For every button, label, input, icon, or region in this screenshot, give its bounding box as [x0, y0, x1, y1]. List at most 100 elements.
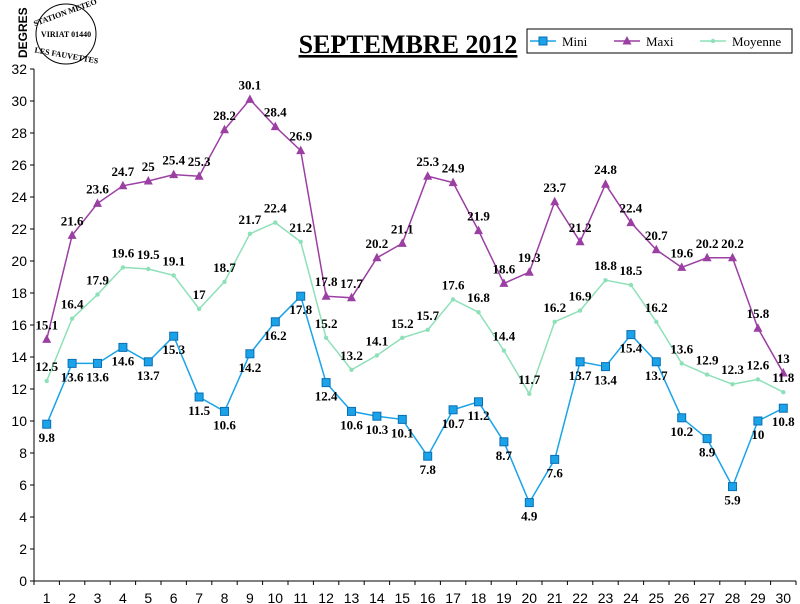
data-point-moyenne [654, 319, 659, 324]
legend: Mini Maxi Moyenne [526, 28, 793, 54]
data-point-moyenne [781, 390, 786, 395]
data-label-moyenne: 11.8 [772, 370, 795, 385]
data-point-maxi [245, 94, 255, 103]
x-tick-label: 14 [369, 590, 385, 604]
legend-marker-mini [538, 36, 548, 46]
data-label-mini: 8.7 [496, 448, 513, 463]
data-point-mini [550, 454, 560, 464]
data-label-moyenne: 12.9 [696, 353, 719, 368]
data-point-maxi [169, 169, 179, 179]
data-label-moyenne: 13.6 [670, 341, 693, 356]
y-tick-label: 2 [19, 541, 27, 557]
data-label-mini: 10.1 [391, 425, 414, 440]
data-label-moyenne: 19.6 [112, 245, 135, 260]
logo-text-middle: VIRIAT 01440 [41, 30, 91, 39]
y-tick-label: 10 [11, 413, 27, 429]
x-tick-label: 6 [170, 590, 178, 604]
data-point-moyenne [349, 367, 354, 372]
data-label-moyenne: 16.9 [569, 289, 592, 304]
chart-title: SEPTEMBRE 2012 [299, 30, 518, 59]
data-label-mini: 13.6 [86, 369, 109, 384]
data-label-mini: 9.8 [39, 430, 56, 445]
y-tick-label: 24 [11, 189, 27, 205]
data-label-mini: 15.3 [162, 342, 185, 357]
legend-marker-maxi [622, 36, 632, 45]
data-label-moyenne: 13.2 [340, 348, 363, 363]
data-label-moyenne: 16.4 [61, 297, 84, 312]
data-point-maxi [423, 171, 433, 180]
data-point-mini [169, 331, 179, 341]
x-tick-label: 7 [195, 590, 203, 604]
data-label-mini: 7.8 [420, 462, 437, 477]
data-point-mini [42, 419, 52, 429]
x-tick-label: 28 [725, 590, 741, 604]
data-label-mini: 10.7 [442, 416, 465, 431]
data-label-mini: 10 [751, 427, 764, 442]
data-point-mini [118, 342, 128, 352]
data-point-maxi [397, 238, 407, 247]
data-label-maxi: 25.3 [188, 154, 211, 169]
data-point-moyenne [501, 348, 507, 353]
data-point-moyenne [323, 335, 329, 340]
data-label-mini: 13.7 [645, 368, 668, 383]
data-label-moyenne: 16.2 [543, 300, 566, 315]
data-point-maxi [347, 292, 356, 302]
data-label-maxi: 24.8 [594, 162, 617, 177]
data-label-mini: 10.8 [772, 414, 795, 429]
data-point-maxi [118, 180, 128, 190]
y-tick-label: 8 [19, 445, 27, 461]
data-point-maxi [499, 278, 509, 287]
data-point-moyenne [95, 292, 100, 297]
data-label-maxi: 13 [777, 351, 791, 366]
x-tick-label: 12 [318, 590, 334, 604]
x-tick-label: 26 [674, 590, 690, 604]
y-tick-label: 28 [11, 125, 27, 141]
x-tick-label: 27 [699, 590, 715, 604]
data-point-maxi [778, 368, 788, 377]
y-tick-label: 16 [11, 317, 27, 333]
data-label-mini: 10.6 [213, 417, 236, 432]
data-label-moyenne: 12.3 [721, 362, 744, 377]
data-point-maxi [42, 334, 52, 343]
data-label-moyenne: 22.4 [264, 201, 287, 216]
data-point-mini [499, 437, 509, 447]
x-tick-label: 18 [471, 590, 487, 604]
logo-text-bottom: LES FAUVETTES [34, 46, 100, 66]
data-labels: 9.813.6 13.614.613.715.311.510.614.216.21… [35, 77, 795, 523]
data-point-maxi [575, 236, 585, 246]
data-point-mini [270, 317, 280, 327]
x-tick-label: 16 [420, 590, 436, 604]
data-point-maxi [651, 244, 661, 254]
data-point-moyenne [400, 335, 405, 340]
data-label-maxi: 26.9 [289, 129, 312, 144]
data-label-mini: 13.7 [569, 368, 592, 383]
data-label-moyenne: 18.7 [213, 260, 236, 275]
data-label-moyenne: 15.2 [391, 316, 414, 331]
y-tick-label: 26 [11, 157, 27, 173]
y-tick-label: 0 [19, 573, 27, 589]
data-label-maxi: 19.3 [518, 250, 541, 265]
y-tick-label: 30 [11, 93, 27, 109]
x-tick-label: 21 [547, 590, 563, 604]
data-label-moyenne: 17.9 [86, 273, 109, 288]
data-point-maxi [524, 267, 534, 276]
series-group [42, 94, 788, 508]
data-label-mini: 10.2 [670, 424, 693, 439]
data-label-moyenne: 16.2 [645, 300, 668, 315]
data-point-maxi [677, 262, 687, 271]
data-label-maxi: 21.9 [467, 209, 490, 224]
data-label-maxi: 23.7 [543, 180, 566, 195]
data-point-moyenne [603, 278, 608, 283]
data-point-moyenne [196, 306, 202, 312]
x-tick-label: 24 [623, 590, 639, 604]
data-label-maxi: 24.7 [112, 164, 135, 179]
data-label-maxi: 21.2 [569, 220, 592, 235]
y-tick-label: 12 [11, 381, 27, 397]
data-point-moyenne [730, 382, 735, 387]
data-label-maxi: 28.4 [264, 105, 287, 120]
data-label-maxi: 15.1 [35, 317, 58, 332]
data-point-mini [423, 451, 433, 461]
data-point-mini [194, 392, 204, 402]
x-tick-label: 13 [344, 590, 360, 604]
legend-label-moyenne: Moyenne [732, 34, 781, 49]
